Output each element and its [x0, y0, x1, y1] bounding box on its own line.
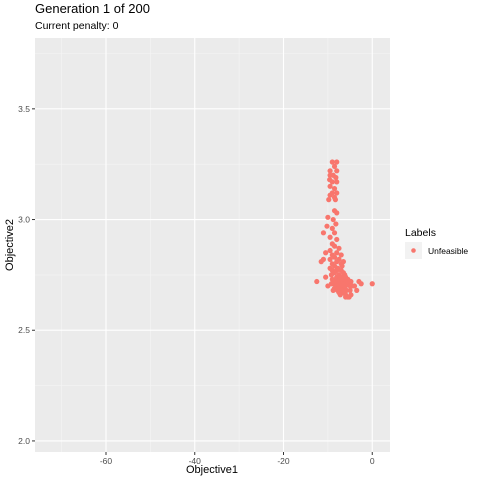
data-point: [320, 230, 327, 236]
data-point: [354, 287, 360, 293]
data-point: [333, 221, 339, 227]
y-axis-title: Objective2: [4, 219, 16, 271]
data-point: [331, 243, 338, 249]
y-tick-label: 2.5: [18, 325, 30, 335]
data-point: [323, 250, 329, 256]
data-point: [334, 236, 340, 243]
data-point: [325, 214, 331, 220]
data-point: [333, 174, 339, 181]
data-point: [327, 234, 333, 240]
data-point: [325, 283, 331, 289]
data-point: [330, 216, 336, 223]
data-point: [318, 259, 324, 265]
x-tick-label: -20: [277, 456, 290, 466]
y-tick-label: 2.0: [18, 436, 30, 446]
x-tick-label: -40: [189, 456, 202, 466]
data-point: [327, 247, 333, 254]
data-point: [327, 183, 333, 189]
x-axis-ticks: -60 -40 -20 0: [100, 452, 375, 466]
x-axis-title: Objective1: [186, 464, 238, 476]
legend: Labels Unfeasible: [405, 227, 468, 259]
data-point: [314, 278, 320, 285]
data-point: [336, 245, 342, 251]
x-tick-label: 0: [370, 456, 375, 466]
data-point: [329, 159, 335, 165]
data-point: [330, 287, 336, 293]
data-point: [334, 159, 340, 165]
data-point: [334, 210, 340, 216]
data-point: [323, 274, 329, 280]
data-point: [334, 179, 340, 185]
data-point: [338, 252, 344, 258]
data-point: [327, 256, 333, 262]
data-point: [331, 163, 338, 170]
data-point: [329, 225, 335, 231]
data-points: [314, 159, 375, 300]
data-point: [339, 263, 345, 269]
y-tick-label: 3.0: [18, 215, 30, 225]
data-point: [347, 287, 353, 293]
data-point: [331, 185, 338, 192]
minor-gridlines: [35, 38, 390, 452]
data-point: [329, 179, 335, 185]
legend-label-unfeasible: Unfeasible: [428, 246, 468, 256]
x-tick-label: -60: [100, 456, 113, 466]
data-point: [346, 294, 352, 300]
data-point: [328, 272, 335, 278]
data-point: [369, 281, 375, 287]
legend-title: Labels: [405, 227, 436, 239]
data-point: [331, 230, 338, 236]
data-point: [334, 259, 340, 265]
data-point: [326, 197, 332, 203]
chart-title: Generation 1 of 200: [35, 1, 150, 16]
data-point: [337, 292, 343, 298]
data-point: [358, 281, 364, 287]
data-point: [332, 197, 339, 203]
data-point: [334, 190, 340, 196]
data-point: [351, 283, 358, 289]
data-point: [324, 223, 330, 229]
data-point: [334, 168, 340, 174]
data-point: [334, 250, 340, 256]
legend-key-unfeasible: [411, 248, 416, 253]
data-point: [331, 254, 338, 260]
chart-subtitle: Current penalty: 0: [35, 20, 119, 32]
y-tick-label: 3.5: [18, 104, 30, 114]
data-point: [327, 192, 333, 198]
data-point: [327, 168, 333, 174]
y-axis-ticks: 2.0 2.5 3.0 3.5: [18, 104, 35, 446]
